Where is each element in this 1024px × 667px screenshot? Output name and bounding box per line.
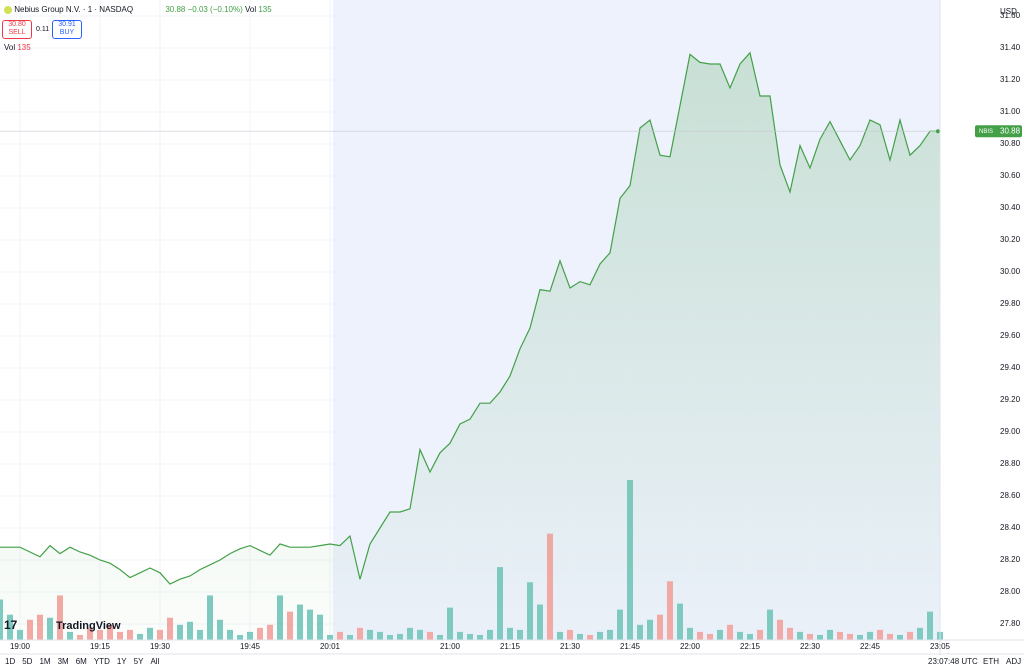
y-tick-label: 30.60	[1000, 171, 1021, 180]
y-tick-label: 29.00	[1000, 427, 1021, 436]
y-tick-label: 29.20	[1000, 395, 1021, 404]
buy-price: 30.91	[58, 21, 76, 28]
y-tick-label: 28.60	[1000, 491, 1021, 500]
eth[interactable]: ETH	[983, 657, 999, 666]
y-tick-label: 27.80	[1000, 619, 1021, 628]
x-tick-label: 19:15	[90, 642, 111, 651]
x-tick-label: 21:15	[500, 642, 521, 651]
range-button[interactable]: 1D	[5, 657, 16, 666]
x-tick-label: 19:00	[10, 642, 31, 651]
x-tick-label: 21:30	[560, 642, 581, 651]
price-line	[0, 51, 940, 585]
x-tick-label: 21:00	[440, 642, 461, 651]
y-tick-label: 30.40	[1000, 203, 1021, 212]
price-tag-value: 30.88	[1000, 126, 1021, 135]
x-tick-label: 23:05	[930, 642, 951, 651]
symbol-icon	[4, 5, 12, 14]
range-button[interactable]: 3M	[57, 657, 69, 666]
clock: 23:07:48 UTC	[928, 657, 978, 666]
y-tick-label: 31.00	[1000, 107, 1021, 116]
price: 30.88	[165, 5, 186, 14]
price-tag-symbol: NBIS	[979, 129, 993, 135]
currency: USD	[1000, 7, 1017, 16]
logo: TradingView	[56, 620, 121, 632]
spread: 0.11	[36, 26, 50, 33]
range-button[interactable]: 6M	[75, 657, 87, 666]
y-tick-label: 31.60	[1000, 11, 1021, 20]
y-tick-label: 28.80	[1000, 459, 1021, 468]
y-tick-label: 29.40	[1000, 363, 1021, 372]
vol-label: Vol	[4, 43, 16, 52]
sell-label: SELL	[8, 29, 26, 36]
x-tick-label: 22:30	[800, 642, 821, 651]
y-tick-label: 31.40	[1000, 43, 1021, 52]
vol-label: Vol	[244, 5, 257, 14]
change: −0.03 (−0.10%)	[187, 5, 243, 14]
x-tick-label: 20:01	[320, 642, 341, 651]
x-tick-label: 19:30	[150, 642, 171, 651]
y-tick-label: 29.60	[1000, 331, 1021, 340]
y-tick-label: 28.40	[1000, 523, 1021, 532]
y-tick-label: 31.20	[1000, 75, 1021, 84]
range-button[interactable]: 1M	[39, 657, 51, 666]
range-button[interactable]: All	[150, 657, 160, 666]
area-fill	[0, 52, 940, 641]
x-tick-label: 21:45	[620, 642, 641, 651]
sell-button[interactable]: 30.80 SELL	[2, 20, 32, 39]
x-tick-label: 22:00	[680, 642, 701, 651]
y-tick-label: 30.20	[1000, 235, 1021, 244]
range-button[interactable]: 5D	[22, 657, 33, 666]
range-button[interactable]: 1Y	[116, 657, 127, 666]
symbol: Nebius Group N.V. · 1 · NASDAQ	[14, 5, 134, 14]
range-button[interactable]: 5Y	[133, 657, 144, 666]
vol-row: Vol 135	[4, 43, 31, 52]
vol: 135	[258, 5, 272, 14]
range-button[interactable]: YTD	[93, 657, 110, 666]
y-tick-label: 28.00	[1000, 587, 1021, 596]
adj[interactable]: ADJ	[1006, 657, 1022, 666]
y-tick-label: 30.00	[1000, 267, 1021, 276]
buy-label: BUY	[59, 29, 75, 36]
range-bar: 1D 5D 1M 3M 6M YTD 1Y 5Y All	[5, 657, 166, 666]
logo-mark: 17	[4, 618, 18, 632]
sell-price: 30.80	[8, 21, 26, 28]
x-tick-label: 22:15	[740, 642, 761, 651]
vol: 135	[17, 43, 31, 52]
price-tag	[975, 125, 1022, 138]
last-point	[936, 129, 940, 134]
y-tick-label: 29.80	[1000, 299, 1021, 308]
x-tick-label: 22:45	[860, 642, 881, 651]
y-tick-label: 30.80	[1000, 139, 1021, 148]
buy-button[interactable]: 30.91 BUY	[52, 20, 82, 39]
header: Nebius Group N.V. · 1 · NASDAQ 30.88 −0.…	[4, 5, 272, 14]
x-tick-label: 19:45	[240, 642, 261, 651]
y-tick-label: 28.20	[1000, 555, 1021, 564]
